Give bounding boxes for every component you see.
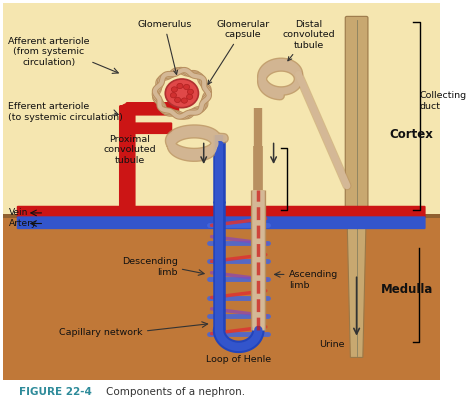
- Circle shape: [175, 97, 181, 102]
- Circle shape: [177, 83, 183, 89]
- FancyBboxPatch shape: [17, 206, 426, 218]
- Polygon shape: [347, 214, 366, 357]
- Text: Capillary network: Capillary network: [59, 328, 142, 337]
- FancyBboxPatch shape: [345, 17, 368, 216]
- Text: Cortex: Cortex: [389, 128, 433, 141]
- Text: Ascending
limb: Ascending limb: [289, 270, 338, 290]
- Text: Collecting
duct: Collecting duct: [420, 91, 467, 110]
- Circle shape: [170, 93, 176, 98]
- Text: Afferent arteriole
(from systemic
circulation): Afferent arteriole (from systemic circul…: [8, 37, 89, 67]
- Text: Glomerulus: Glomerulus: [137, 20, 192, 74]
- Circle shape: [120, 103, 134, 115]
- Circle shape: [181, 98, 187, 103]
- Text: Descending
limb: Descending limb: [122, 257, 177, 276]
- Circle shape: [184, 84, 190, 89]
- FancyBboxPatch shape: [119, 105, 136, 214]
- Text: Loop of Henle: Loop of Henle: [206, 355, 271, 364]
- Text: Medulla: Medulla: [381, 283, 433, 296]
- Circle shape: [165, 79, 199, 108]
- Text: Vein: Vein: [9, 208, 29, 218]
- Text: Components of a nephron.: Components of a nephron.: [106, 387, 245, 397]
- Circle shape: [186, 94, 193, 100]
- Polygon shape: [3, 216, 439, 380]
- Text: Proximal
convoluted
tubule: Proximal convoluted tubule: [103, 135, 156, 165]
- Circle shape: [187, 89, 193, 94]
- Text: Glomerular
capsule: Glomerular capsule: [208, 20, 270, 84]
- Polygon shape: [3, 3, 439, 216]
- Text: FIGURE 22-4: FIGURE 22-4: [19, 387, 92, 397]
- FancyBboxPatch shape: [126, 123, 172, 134]
- Polygon shape: [3, 214, 439, 218]
- FancyBboxPatch shape: [125, 102, 179, 116]
- Text: Efferent arteriole
(to systemic circulation): Efferent arteriole (to systemic circulat…: [8, 102, 123, 122]
- FancyBboxPatch shape: [17, 216, 426, 229]
- Text: Distal
convoluted
tubule: Distal convoluted tubule: [282, 20, 335, 61]
- Circle shape: [171, 87, 177, 92]
- Text: Urine: Urine: [319, 340, 345, 349]
- Text: Artery: Artery: [9, 219, 37, 228]
